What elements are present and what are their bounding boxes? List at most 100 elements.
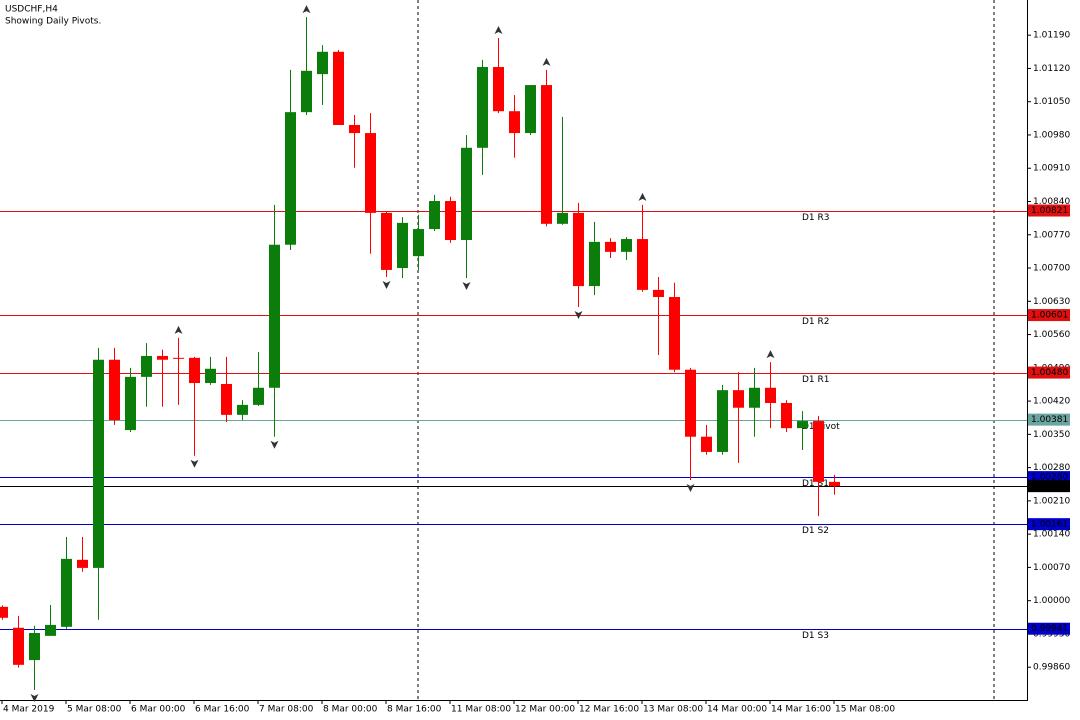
y-tick-label: 1.00700 — [1033, 264, 1070, 274]
candle-body — [477, 67, 488, 148]
candle-body — [45, 624, 56, 636]
y-tick-label: 1.00280 — [1033, 463, 1070, 473]
candle-body — [253, 387, 264, 405]
candle-body — [349, 124, 360, 134]
candle-body — [429, 201, 440, 230]
fractal-up — [494, 26, 503, 35]
pivot-price-box — [1028, 309, 1070, 322]
candle-body — [77, 559, 88, 568]
y-tick-label: 1.00980 — [1033, 130, 1070, 140]
x-tick-label: 12 Mar 00:00 — [515, 705, 575, 715]
y-tick-label: 1.00210 — [1033, 496, 1070, 506]
candle-body — [653, 289, 664, 298]
candle-body — [269, 244, 280, 388]
pivot-price-label: 1.00260 — [1031, 473, 1068, 483]
fractal-down — [686, 483, 695, 492]
candle-body — [813, 421, 824, 482]
y-tick-label: 1.01120 — [1033, 64, 1070, 74]
pivot-price-label: 1.00601 — [1031, 311, 1068, 321]
candle-body — [189, 357, 200, 384]
candle-body — [397, 222, 408, 269]
chart-subtitle: Showing Daily Pivots. — [5, 17, 101, 27]
current-price-label: 1.00241 — [1031, 482, 1068, 492]
candle-body — [701, 436, 712, 452]
fractal-up — [766, 350, 775, 359]
y-tick-label: 1.01050 — [1033, 97, 1070, 107]
fractal-up — [174, 325, 183, 334]
candle-body — [141, 355, 152, 377]
candle-body — [493, 67, 504, 112]
candle-body — [333, 51, 344, 125]
pivot-price-box — [1028, 366, 1070, 379]
candle-body — [365, 133, 376, 213]
candle-body — [221, 383, 232, 415]
pivot-price-box — [1028, 471, 1070, 484]
candle-body — [685, 369, 696, 437]
candle-body — [797, 421, 808, 429]
pivot-price-box — [1028, 204, 1070, 217]
pivot-name: D1 R2 — [802, 317, 830, 327]
candle-body — [317, 51, 328, 75]
pivot-name: D1 S1 — [802, 479, 829, 489]
candle-body — [621, 239, 632, 252]
fractal-down — [190, 459, 199, 468]
pivot-price-label: 1.00381 — [1031, 415, 1068, 425]
pivot-price-label: 1.00480 — [1031, 368, 1068, 378]
y-tick-label: 1.00000 — [1033, 596, 1070, 606]
candle-body — [237, 404, 248, 415]
fractal-up — [542, 57, 551, 66]
candle-body — [61, 558, 72, 627]
x-tick-label: 14 Mar 16:00 — [771, 705, 831, 715]
x-tick-label: 5 Mar 08:00 — [67, 705, 122, 715]
candle-body — [717, 390, 728, 452]
candle-body — [557, 212, 568, 224]
candle-body — [413, 229, 424, 257]
candle-body — [29, 632, 40, 661]
pivot-name: D1 S3 — [802, 631, 829, 641]
candle-body — [781, 402, 792, 429]
y-tick-label: 0.99860 — [1033, 663, 1070, 673]
pivot-name: D1 S2 — [802, 526, 829, 536]
candle-body — [589, 241, 600, 287]
fractal-down — [574, 310, 583, 319]
pivot-name: D1 R3 — [802, 213, 830, 223]
x-tick-label: 15 Mar 08:00 — [835, 705, 895, 715]
candle-body — [13, 627, 24, 665]
y-tick-label: 1.00910 — [1033, 164, 1070, 174]
y-tick-label: 1.00350 — [1033, 430, 1070, 440]
candle-body — [637, 239, 648, 290]
candle-body — [461, 147, 472, 240]
candle-body — [509, 111, 520, 134]
x-tick-label: 12 Mar 16:00 — [579, 705, 639, 715]
pivot-price-label: 1.00161 — [1031, 520, 1068, 530]
y-tick-label: 1.00070 — [1033, 563, 1070, 573]
x-tick-label: 4 Mar 2019 — [3, 705, 55, 715]
fractal-down — [382, 281, 391, 290]
y-tick-label: 1.00560 — [1033, 330, 1070, 340]
x-tick-label: 7 Mar 08:00 — [259, 705, 314, 715]
candle-body — [381, 212, 392, 270]
x-tick-label: 11 Mar 08:00 — [451, 705, 511, 715]
y-tick-label: 1.00770 — [1033, 230, 1070, 240]
y-tick-label: 1.00140 — [1033, 530, 1070, 540]
candle-body — [285, 112, 296, 245]
candle-body — [157, 355, 168, 360]
candle-body — [765, 387, 776, 403]
chart-title: USDCHF,H4 — [5, 5, 58, 15]
candle-body — [109, 359, 120, 421]
y-tick-label: 1.01190 — [1033, 31, 1070, 41]
candle-body — [0, 606, 8, 618]
x-tick-label: 8 Mar 16:00 — [387, 705, 442, 715]
candle-body — [829, 481, 840, 487]
fractal-down — [462, 282, 471, 291]
candle-body — [301, 70, 312, 113]
x-tick-label: 8 Mar 00:00 — [323, 705, 378, 715]
candle-body — [445, 201, 456, 240]
pivot-name: D1 R1 — [802, 375, 830, 385]
x-tick-label: 6 Mar 16:00 — [195, 705, 250, 715]
fractal-down — [270, 440, 279, 449]
candle-body — [733, 390, 744, 408]
x-tick-label: 6 Mar 00:00 — [131, 705, 186, 715]
